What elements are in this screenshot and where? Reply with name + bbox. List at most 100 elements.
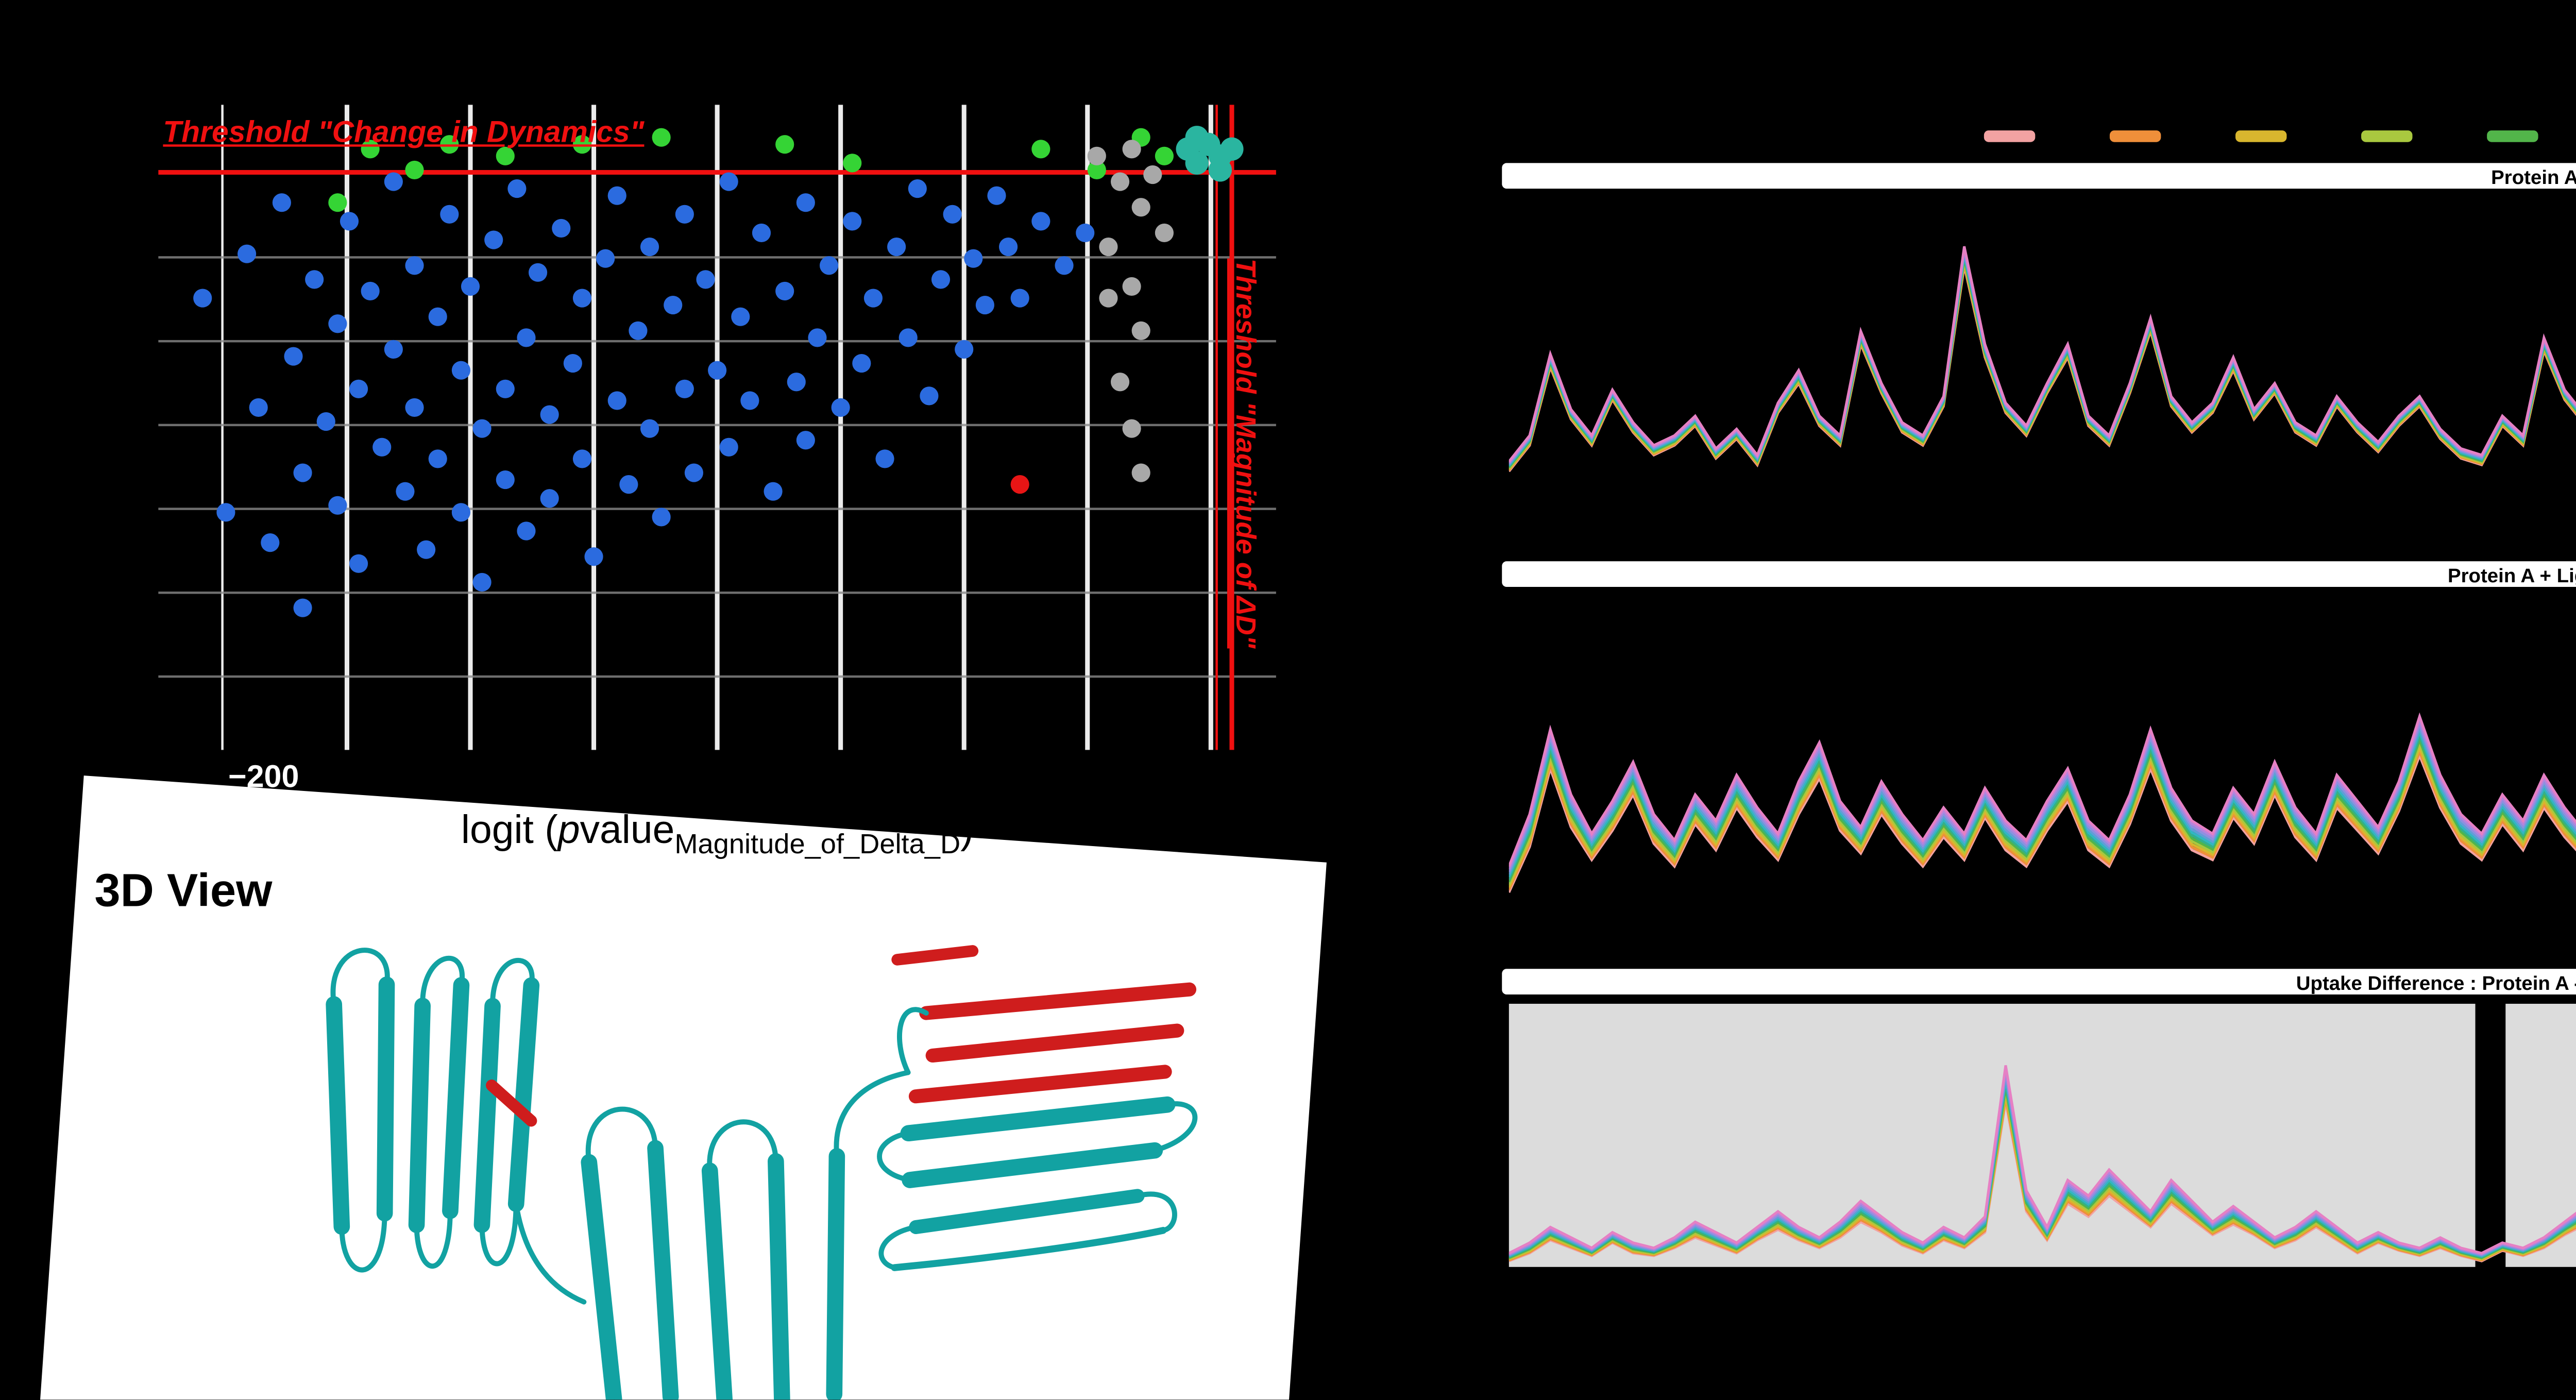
scatter-point-no-significant-change[interactable]: [775, 282, 794, 301]
legend-dash-t4[interactable]: [2361, 130, 2413, 141]
scatter-point-no-significant-change[interactable]: [473, 418, 492, 437]
scatter-point-no-significant-change[interactable]: [551, 218, 570, 237]
scatter-point-no-significant-change[interactable]: [976, 295, 995, 314]
scatter-point-no-significant-change[interactable]: [875, 450, 894, 469]
legend-dash-t3[interactable]: [2235, 130, 2287, 141]
scatter-point-change-in-dynamics[interactable]: [1032, 140, 1051, 160]
scatter-point-no-significant-change[interactable]: [328, 495, 347, 514]
scatter-point-no-significant-change[interactable]: [328, 314, 347, 334]
scatter-point-cluster-top-right[interactable]: [1186, 151, 1210, 175]
scatter-point-no-significant-change[interactable]: [372, 437, 392, 456]
scatter-point-above-magnitude-threshold[interactable]: [1099, 237, 1118, 256]
scatter-point-no-significant-change[interactable]: [495, 379, 514, 398]
scatter-point-no-significant-change[interactable]: [350, 553, 369, 572]
scatter-point-no-significant-change[interactable]: [473, 572, 492, 592]
scatter-point-no-significant-change[interactable]: [719, 437, 738, 456]
scatter-point-no-significant-change[interactable]: [518, 328, 537, 347]
uptake-plot-protein-a[interactable]: [1509, 193, 2576, 543]
scatter-point-no-significant-change[interactable]: [842, 211, 861, 230]
scatter-point-above-magnitude-threshold[interactable]: [1099, 289, 1118, 308]
scatter-point-change-in-dynamics[interactable]: [406, 160, 425, 179]
scatter-point-above-magnitude-threshold[interactable]: [1155, 224, 1174, 243]
scatter-point-no-significant-change[interactable]: [764, 482, 783, 501]
scatter-point-above-magnitude-threshold[interactable]: [1110, 173, 1129, 192]
scatter-point-no-significant-change[interactable]: [238, 244, 257, 263]
scatter-point-no-significant-change[interactable]: [786, 373, 805, 392]
scatter-point-change-in-dynamics[interactable]: [439, 134, 459, 153]
scatter-point-no-significant-change[interactable]: [808, 328, 827, 347]
scatter-point-no-significant-change[interactable]: [697, 269, 716, 289]
legend-dash-t2[interactable]: [2109, 130, 2161, 141]
scatter-point-no-significant-change[interactable]: [540, 489, 559, 508]
scatter-point-no-significant-change[interactable]: [283, 347, 302, 366]
scatter-point-no-significant-change[interactable]: [708, 360, 727, 379]
legend-dash-t1[interactable]: [1984, 130, 2036, 141]
scatter-point-no-significant-change[interactable]: [395, 482, 414, 501]
scatter-point-no-significant-change[interactable]: [607, 392, 626, 411]
scatter-point-no-significant-change[interactable]: [663, 295, 682, 314]
scatter-point-above-magnitude-threshold[interactable]: [1121, 140, 1140, 160]
scatter-point-no-significant-change[interactable]: [350, 379, 369, 398]
scatter-point-no-significant-change[interactable]: [294, 598, 313, 617]
scatter-point-no-significant-change[interactable]: [964, 250, 984, 269]
3d-view-panel[interactable]: 3D View: [35, 775, 1327, 1400]
scatter-point-no-significant-change[interactable]: [272, 192, 291, 211]
scatter-point-no-significant-change[interactable]: [249, 398, 268, 417]
scatter-point-no-significant-change[interactable]: [831, 398, 850, 417]
scatter-point-no-significant-change[interactable]: [741, 392, 760, 411]
scatter-point-above-magnitude-threshold[interactable]: [1132, 321, 1151, 340]
scatter-point-change-in-dynamics[interactable]: [361, 140, 380, 160]
scatter-point-no-significant-change[interactable]: [797, 192, 816, 211]
scatter-point-no-significant-change[interactable]: [484, 231, 503, 250]
scatter-point-no-significant-change[interactable]: [674, 205, 693, 224]
scatter-point-no-significant-change[interactable]: [316, 411, 335, 430]
scatter-point-no-significant-change[interactable]: [797, 431, 816, 450]
scatter-point-no-significant-change[interactable]: [462, 276, 481, 295]
scatter-point-no-significant-change[interactable]: [1054, 257, 1073, 276]
scatter-point-significant-both[interactable]: [1009, 476, 1028, 495]
scatter-point-no-significant-change[interactable]: [987, 185, 1006, 205]
scatter-point-no-significant-change[interactable]: [652, 508, 671, 527]
volcano-plot-area[interactable]: Threshold "Change in Dynamics" Threshold…: [158, 105, 1276, 861]
scatter-point-no-significant-change[interactable]: [887, 237, 906, 256]
scatter-point-no-significant-change[interactable]: [417, 541, 436, 560]
legend-dash-t5[interactable]: [2487, 130, 2538, 141]
scatter-point-no-significant-change[interactable]: [819, 257, 839, 276]
uptake-plot-protein-a-ligand[interactable]: [1509, 592, 2576, 941]
scatter-point-no-significant-change[interactable]: [640, 418, 659, 437]
scatter-point-no-significant-change[interactable]: [383, 173, 403, 192]
scatter-point-above-magnitude-threshold[interactable]: [1088, 147, 1107, 166]
scatter-point-change-in-dynamics[interactable]: [842, 153, 861, 173]
scatter-point-no-significant-change[interactable]: [942, 205, 961, 224]
scatter-point-no-significant-change[interactable]: [719, 173, 738, 192]
scatter-point-change-in-dynamics[interactable]: [652, 127, 671, 147]
scatter-point-no-significant-change[interactable]: [685, 463, 704, 482]
scatter-point-change-in-dynamics[interactable]: [328, 192, 347, 211]
scatter-point-above-magnitude-threshold[interactable]: [1121, 418, 1140, 437]
scatter-point-no-significant-change[interactable]: [339, 211, 358, 230]
scatter-point-no-significant-change[interactable]: [562, 353, 582, 373]
scatter-point-no-significant-change[interactable]: [630, 321, 649, 340]
scatter-point-no-significant-change[interactable]: [406, 257, 425, 276]
scatter-point-change-in-dynamics[interactable]: [495, 147, 514, 166]
scatter-point-no-significant-change[interactable]: [506, 179, 526, 198]
scatter-point-above-magnitude-threshold[interactable]: [1110, 373, 1129, 392]
scatter-point-no-significant-change[interactable]: [853, 353, 872, 373]
scatter-point-no-significant-change[interactable]: [618, 476, 637, 495]
scatter-point-no-significant-change[interactable]: [585, 547, 604, 566]
scatter-point-no-significant-change[interactable]: [1076, 224, 1096, 243]
scatter-point-no-significant-change[interactable]: [1032, 211, 1051, 230]
scatter-point-above-magnitude-threshold[interactable]: [1132, 198, 1151, 217]
scatter-point-no-significant-change[interactable]: [305, 269, 325, 289]
scatter-point-no-significant-change[interactable]: [897, 328, 917, 347]
scatter-point-no-significant-change[interactable]: [540, 405, 559, 424]
scatter-point-no-significant-change[interactable]: [920, 385, 939, 404]
scatter-point-no-significant-change[interactable]: [596, 250, 615, 269]
protein-structure-viewer[interactable]: [78, 797, 1285, 1400]
scatter-point-above-magnitude-threshold[interactable]: [1132, 463, 1151, 482]
scatter-point-no-significant-change[interactable]: [607, 185, 626, 205]
scatter-point-no-significant-change[interactable]: [294, 463, 313, 482]
scatter-point-no-significant-change[interactable]: [674, 379, 693, 398]
scatter-point-no-significant-change[interactable]: [193, 289, 213, 308]
scatter-point-no-significant-change[interactable]: [752, 224, 771, 243]
